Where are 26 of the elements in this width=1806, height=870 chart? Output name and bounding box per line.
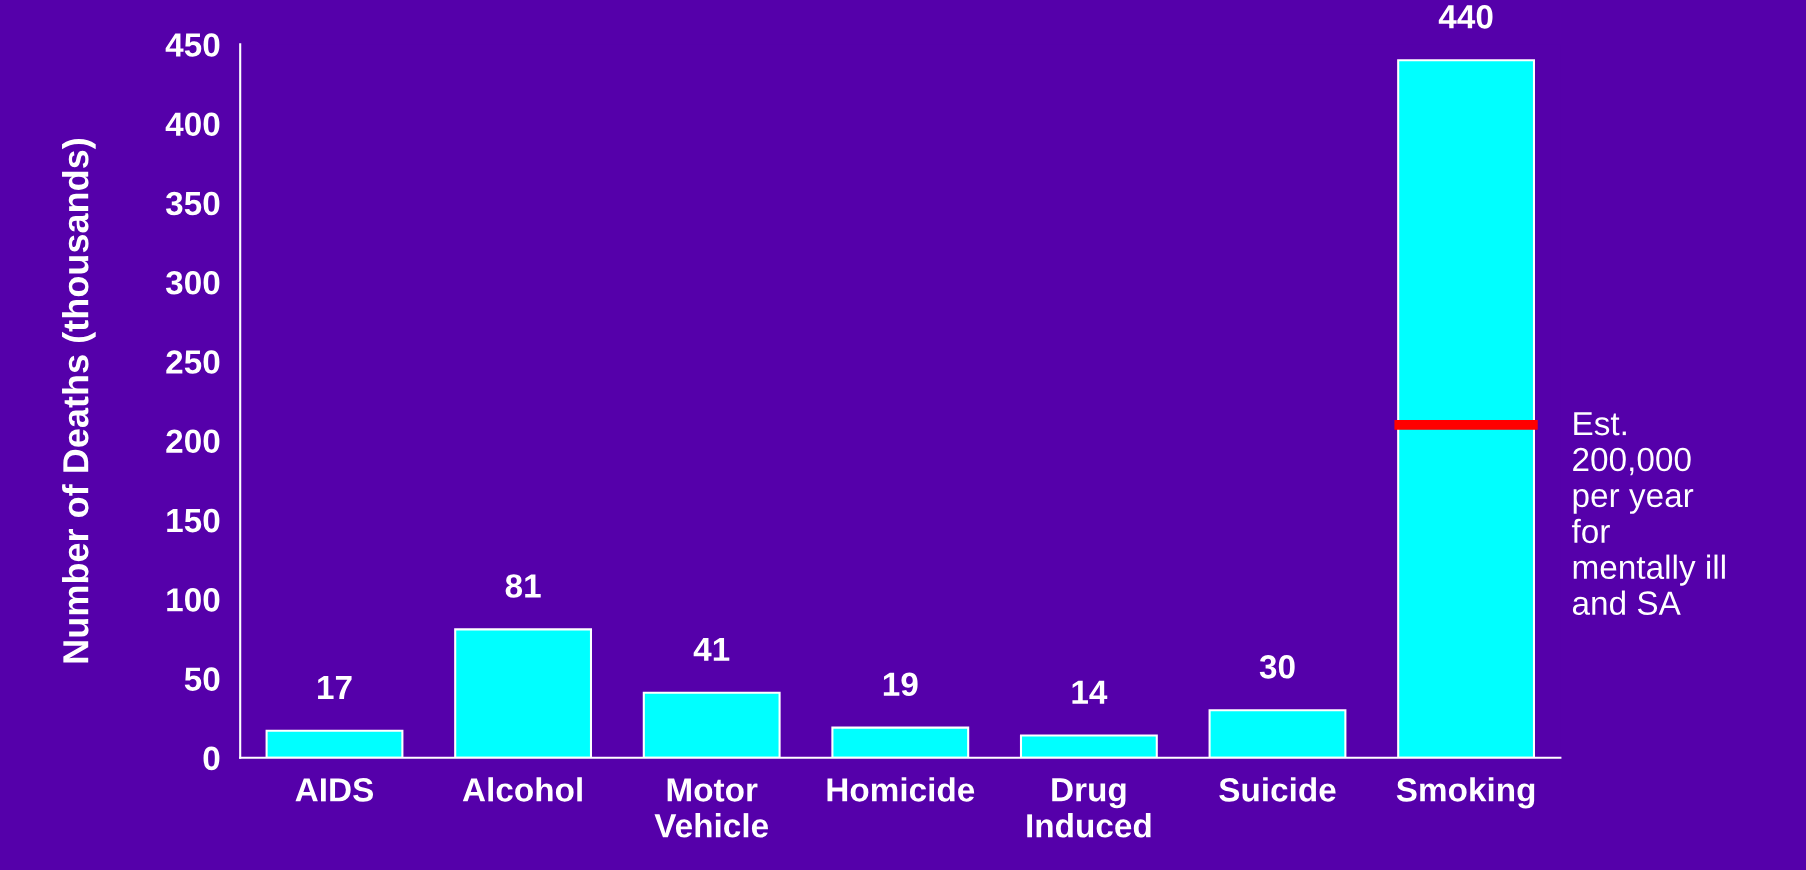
y-tick-label: 450 — [165, 33, 220, 57]
data-label: 19 — [883, 672, 918, 697]
y-tick-label: 0 — [203, 746, 220, 771]
x-tick-label: Motor Vehicle — [654, 778, 769, 838]
y-tick-label: 250 — [166, 350, 220, 374]
x-tick-label: Smoking — [1396, 777, 1535, 809]
x-tick-label: AIDS — [295, 778, 374, 802]
x-tick-label: Suicide — [1219, 777, 1336, 802]
y-tick-label: 200 — [166, 429, 220, 454]
y-tick-label: 150 — [167, 508, 220, 533]
data-label: 30 — [1259, 655, 1295, 679]
x-tick-label: Homicide — [827, 777, 975, 802]
y-axis-title: Number of Deaths (thousands) — [62, 139, 96, 663]
data-label: 17 — [318, 675, 352, 699]
y-tick-label: 300 — [165, 270, 220, 295]
ref-line-label: Est. 200,000 per year for mentally ill and SA — [1571, 412, 1725, 615]
y-tick-label: 50 — [184, 667, 220, 691]
y-tick-label: 350 — [165, 191, 220, 216]
data-label: 440 — [1438, 5, 1493, 29]
data-label: 81 — [505, 574, 541, 598]
y-tick-label: 400 — [165, 112, 220, 137]
data-label: 14 — [1072, 680, 1108, 704]
data-label: 41 — [693, 637, 730, 661]
x-tick-label: Alcohol — [462, 777, 582, 802]
y-tick-label: 100 — [167, 588, 220, 612]
x-tick-label: Drug Induced — [1027, 778, 1151, 838]
